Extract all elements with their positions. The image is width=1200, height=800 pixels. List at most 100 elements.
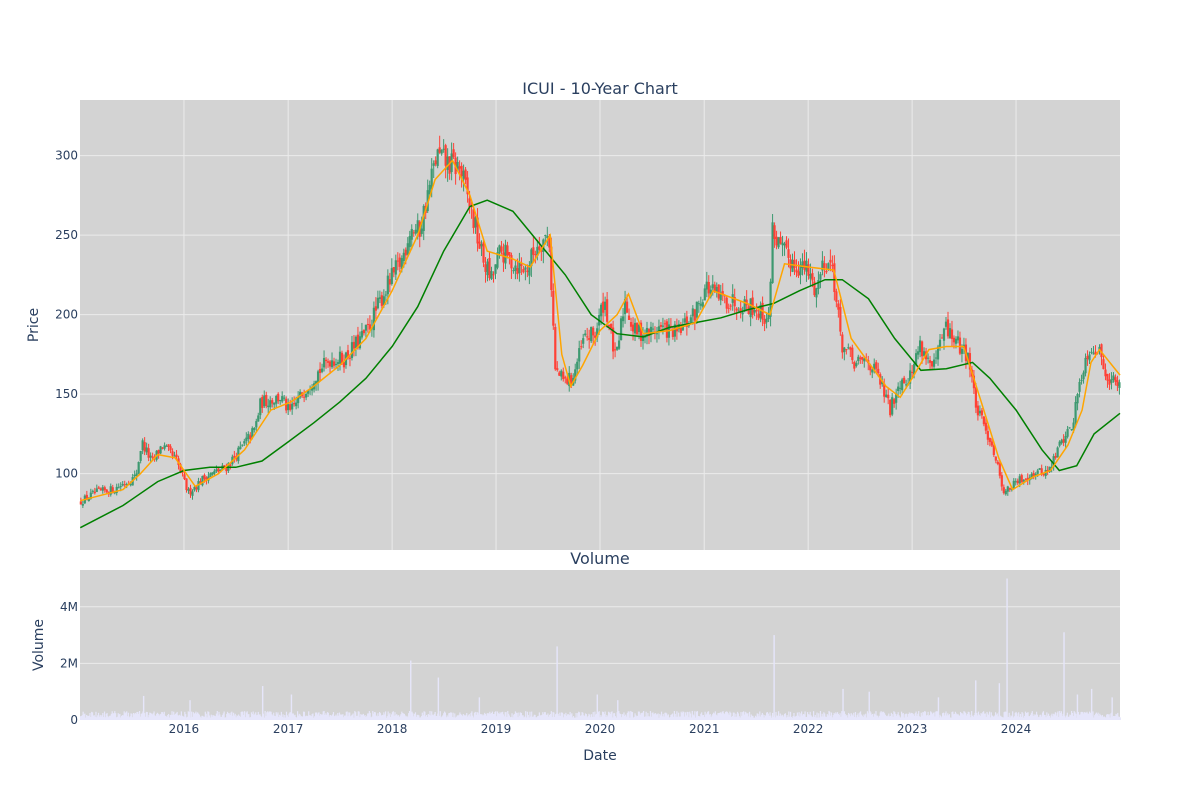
volume-bar (256, 714, 259, 720)
volume-bar (301, 716, 303, 720)
volume-bar (203, 716, 206, 720)
candle-body (627, 315, 631, 320)
volume-bar (916, 715, 918, 720)
volume-bar (723, 713, 725, 720)
volume-bar (326, 714, 328, 720)
volume-bar (140, 713, 142, 720)
volume-bar (445, 717, 447, 720)
volume-bar (587, 715, 589, 720)
volume-bar (1004, 711, 1006, 720)
candle-body (450, 153, 453, 173)
candle-body (456, 162, 459, 172)
volume-bar (835, 712, 837, 720)
candle-body (623, 299, 627, 315)
volume-bar (795, 716, 797, 720)
candle-body (330, 360, 334, 368)
volume-bar (824, 713, 826, 720)
volume-bar (93, 715, 95, 720)
candle-body (195, 487, 198, 490)
candle-body (496, 252, 499, 268)
volume-bar (712, 713, 714, 720)
candle-body (237, 447, 240, 462)
volume-bar (314, 712, 317, 720)
candle-body (833, 263, 836, 293)
candle-body (763, 319, 766, 324)
volume-bar (657, 713, 659, 720)
volume-spike-bar (937, 697, 940, 720)
volume-bar (206, 717, 208, 720)
volume-bar (637, 715, 639, 720)
volume-bar (838, 715, 840, 720)
volume-bar (581, 712, 583, 720)
volume-bar (496, 711, 499, 720)
candle-body (506, 245, 509, 256)
volume-bar (1092, 711, 1094, 720)
candle-body (897, 386, 900, 391)
volume-bar (339, 714, 341, 720)
candle-body (1012, 480, 1015, 489)
date-x-tick-label: 2020 (585, 722, 616, 736)
volume-bar (427, 713, 429, 720)
volume-bar (1019, 713, 1021, 720)
candle-body (103, 487, 106, 491)
volume-bar (633, 716, 635, 720)
candle-body (1026, 477, 1029, 481)
candle-body (859, 357, 862, 359)
volume-bar (660, 711, 663, 720)
candle-body (1104, 369, 1107, 377)
volume-bar (734, 716, 736, 720)
volume-bar (80, 716, 82, 720)
volume-bar (732, 712, 734, 720)
volume-bar (822, 716, 824, 720)
volume-bar (777, 711, 780, 720)
candle-body (332, 361, 336, 366)
volume-bar (309, 715, 312, 720)
candle-body (81, 504, 84, 506)
volume-bar (253, 715, 255, 720)
volume-bar (731, 716, 734, 720)
volume-bar (664, 712, 666, 720)
volume-bar (238, 715, 241, 720)
volume-bar (327, 712, 329, 720)
volume-bar (942, 713, 944, 720)
volume-bar (435, 715, 437, 720)
candle-body (1048, 466, 1051, 473)
candle-body (769, 281, 772, 317)
candle-body (926, 357, 930, 359)
volume-bar (148, 714, 150, 720)
candle-body (1054, 455, 1057, 458)
volume-bar (938, 717, 940, 720)
volume-bar (970, 717, 972, 720)
candle-body (918, 340, 922, 353)
date-axis-title: Date (583, 748, 616, 764)
candle-body (380, 295, 383, 306)
volume-bar (282, 714, 284, 720)
volume-bar (343, 717, 345, 720)
volume-bar (1073, 711, 1075, 720)
volume-bar (161, 712, 163, 720)
volume-bar (279, 715, 282, 720)
candle-body (1072, 422, 1075, 431)
candle-body (348, 357, 352, 359)
volume-bar (580, 715, 582, 720)
volume-bar (441, 716, 443, 720)
volume-bar (414, 713, 416, 720)
volume-bar (579, 715, 581, 720)
volume-bar (721, 711, 723, 720)
volume-bar (913, 715, 916, 720)
volume-bar (1037, 717, 1039, 720)
volume-bar (197, 713, 200, 720)
volume-bar (1053, 714, 1056, 720)
volume-bar (639, 714, 641, 720)
volume-bar (455, 717, 457, 720)
volume-bar (918, 711, 920, 720)
volume-bar (729, 711, 731, 720)
volume-bar (185, 717, 188, 720)
volume-bar (1106, 714, 1109, 720)
candle-body (789, 259, 792, 269)
candle-body (310, 387, 314, 391)
volume-bar (545, 714, 547, 720)
candle-body (550, 246, 553, 291)
candle-body (161, 447, 164, 449)
candle-body (611, 327, 615, 352)
